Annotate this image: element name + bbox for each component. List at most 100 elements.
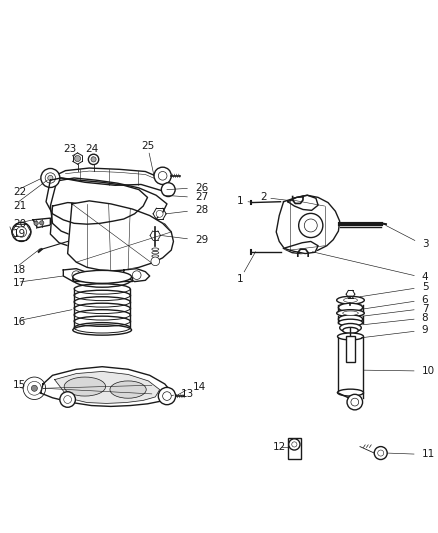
Circle shape — [23, 377, 46, 400]
Circle shape — [91, 157, 96, 162]
Circle shape — [162, 392, 171, 400]
Text: 11: 11 — [422, 449, 435, 459]
Circle shape — [74, 156, 81, 161]
Ellipse shape — [73, 325, 131, 335]
Text: 15: 15 — [13, 380, 26, 390]
Polygon shape — [55, 372, 159, 403]
Text: 8: 8 — [422, 313, 428, 324]
Circle shape — [351, 398, 359, 406]
Bar — [73, 277, 131, 281]
Ellipse shape — [339, 302, 363, 313]
Text: 9: 9 — [422, 326, 428, 335]
Polygon shape — [50, 203, 171, 254]
Circle shape — [347, 394, 363, 410]
Text: 20: 20 — [13, 219, 26, 229]
Circle shape — [299, 213, 323, 238]
Text: 2: 2 — [260, 192, 267, 203]
Circle shape — [60, 392, 75, 407]
Ellipse shape — [83, 275, 122, 284]
Text: 1: 1 — [237, 273, 244, 284]
Text: 7: 7 — [422, 304, 428, 314]
Ellipse shape — [73, 270, 131, 284]
Text: 13: 13 — [181, 389, 194, 399]
Ellipse shape — [337, 296, 364, 304]
Text: 16: 16 — [13, 317, 26, 327]
Circle shape — [45, 173, 56, 183]
Text: 12: 12 — [273, 442, 286, 452]
Text: 22: 22 — [13, 187, 26, 197]
Ellipse shape — [343, 327, 358, 334]
Polygon shape — [37, 367, 171, 407]
Circle shape — [48, 175, 53, 181]
Ellipse shape — [64, 377, 106, 396]
Ellipse shape — [343, 311, 358, 316]
Circle shape — [28, 382, 41, 395]
Circle shape — [12, 222, 31, 241]
Ellipse shape — [152, 248, 159, 251]
Bar — [288, 438, 301, 459]
Ellipse shape — [339, 315, 363, 324]
Circle shape — [72, 271, 81, 279]
Polygon shape — [67, 201, 173, 271]
Circle shape — [39, 221, 44, 225]
Text: 14: 14 — [193, 382, 206, 392]
Polygon shape — [283, 241, 318, 254]
Circle shape — [289, 439, 300, 450]
Circle shape — [154, 167, 171, 184]
Text: 25: 25 — [141, 141, 154, 151]
Circle shape — [132, 271, 141, 279]
Polygon shape — [124, 269, 150, 281]
Circle shape — [292, 442, 297, 447]
Text: 17: 17 — [13, 278, 26, 288]
Polygon shape — [64, 269, 89, 281]
Polygon shape — [276, 195, 340, 254]
Polygon shape — [33, 218, 50, 228]
Ellipse shape — [339, 303, 363, 312]
Ellipse shape — [339, 319, 363, 326]
Text: 23: 23 — [63, 144, 76, 154]
Circle shape — [34, 221, 38, 225]
Circle shape — [32, 385, 37, 391]
Ellipse shape — [110, 381, 146, 398]
Ellipse shape — [343, 298, 357, 302]
Polygon shape — [288, 195, 318, 211]
Circle shape — [88, 154, 99, 165]
Text: 29: 29 — [195, 235, 208, 245]
Text: 24: 24 — [85, 144, 98, 154]
Ellipse shape — [340, 324, 361, 332]
Circle shape — [158, 387, 176, 405]
Ellipse shape — [152, 252, 159, 254]
Polygon shape — [50, 168, 167, 191]
Ellipse shape — [338, 333, 364, 340]
Text: 6: 6 — [422, 295, 428, 305]
Circle shape — [158, 172, 167, 180]
Polygon shape — [46, 178, 148, 224]
Text: 21: 21 — [13, 201, 26, 211]
Ellipse shape — [73, 272, 131, 287]
Circle shape — [374, 447, 387, 459]
Polygon shape — [50, 178, 167, 240]
Circle shape — [304, 219, 317, 232]
Ellipse shape — [337, 310, 364, 317]
Text: 26: 26 — [195, 183, 208, 193]
Text: 4: 4 — [422, 272, 428, 282]
Text: 27: 27 — [195, 192, 208, 203]
Text: 5: 5 — [422, 282, 428, 292]
Circle shape — [64, 395, 71, 403]
Text: 28: 28 — [195, 205, 208, 215]
Text: 19: 19 — [13, 229, 26, 239]
Ellipse shape — [152, 255, 159, 257]
Bar — [338, 336, 364, 393]
Bar — [346, 336, 355, 362]
Circle shape — [156, 211, 163, 217]
Ellipse shape — [338, 389, 364, 396]
Circle shape — [378, 450, 384, 456]
Text: 1: 1 — [237, 196, 244, 206]
Text: 3: 3 — [422, 239, 428, 249]
Text: 18: 18 — [13, 265, 26, 275]
Circle shape — [16, 227, 27, 237]
Text: 10: 10 — [422, 366, 435, 376]
Circle shape — [41, 168, 60, 188]
Circle shape — [161, 183, 175, 197]
Circle shape — [151, 257, 159, 265]
